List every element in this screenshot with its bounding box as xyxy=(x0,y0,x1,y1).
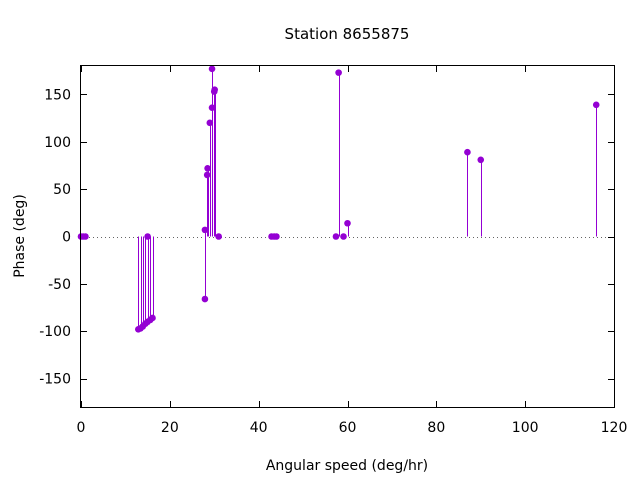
x-axis-label: Angular speed (deg/hr) xyxy=(266,458,428,474)
y-tick-label: 50 xyxy=(53,182,71,198)
x-tick-label: 60 xyxy=(339,420,357,436)
data-point xyxy=(82,233,89,240)
axes: 0 20 40 60 80 100 120 -150 -100 -50 0 50 100 150 xyxy=(39,66,627,436)
x-tick-label: 80 xyxy=(427,420,445,436)
x-tick-label: 120 xyxy=(601,420,628,436)
data-point xyxy=(144,233,151,240)
data-point xyxy=(215,233,222,240)
data-point xyxy=(204,165,211,172)
data-point xyxy=(344,219,351,227)
y-axis-label: Phase (deg) xyxy=(12,194,28,278)
data-point xyxy=(340,233,347,240)
y-tick-label: 150 xyxy=(44,87,71,103)
x-tick-label: 20 xyxy=(161,420,179,436)
data-point xyxy=(201,226,209,234)
data-point xyxy=(592,101,600,109)
data-marks xyxy=(77,65,600,333)
y-tick-label: -150 xyxy=(39,372,71,388)
y-tick-label: 100 xyxy=(44,135,71,151)
data-point xyxy=(208,65,216,73)
data-point xyxy=(332,233,340,240)
x-tick-label: 40 xyxy=(250,420,268,436)
data-point xyxy=(464,148,471,156)
y-tick-label: -100 xyxy=(39,324,71,340)
data-point xyxy=(335,69,342,76)
data-point xyxy=(206,119,214,127)
y-tick-label: -50 xyxy=(48,277,71,293)
data-point xyxy=(149,314,156,322)
x-tick-label: 100 xyxy=(512,420,539,436)
data-point xyxy=(273,233,280,240)
data-point xyxy=(477,156,485,164)
data-point xyxy=(201,295,209,303)
x-tick-label: 0 xyxy=(77,420,86,436)
chart-title: Station 8655875 xyxy=(285,25,410,43)
data-point xyxy=(211,86,218,93)
plot-frame xyxy=(80,65,615,408)
y-tick-label: 0 xyxy=(62,230,71,246)
data-point xyxy=(203,171,211,179)
